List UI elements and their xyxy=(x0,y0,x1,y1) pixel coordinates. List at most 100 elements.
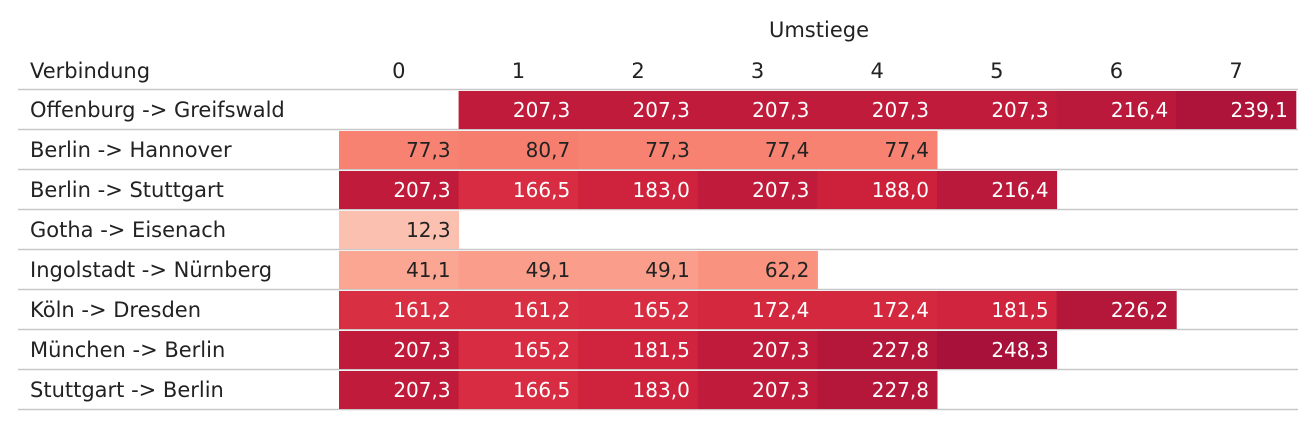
cell-value-label: 80,7 xyxy=(526,138,571,162)
cell-value-label: 207,3 xyxy=(872,98,929,122)
cell-value-label: 227,8 xyxy=(872,378,929,402)
cell-value-label: 62,2 xyxy=(765,258,810,282)
cell-value-label: 226,2 xyxy=(1111,298,1168,322)
heatmap-cell xyxy=(339,331,460,369)
cell-value-label: 207,3 xyxy=(752,378,809,402)
heatmap-cell xyxy=(578,251,699,289)
column-header-6: 6 xyxy=(1110,59,1123,83)
cell-value-label: 165,2 xyxy=(633,298,690,322)
cell-value-label: 181,5 xyxy=(633,338,690,362)
cell-value-label: 49,1 xyxy=(645,258,690,282)
cell-value-label: 41,1 xyxy=(406,258,451,282)
heatmap-cell xyxy=(578,171,699,209)
cell-value-label: 239,1 xyxy=(1231,98,1288,122)
cell-value-label: 166,5 xyxy=(513,178,570,202)
column-header-3: 3 xyxy=(751,59,764,83)
cell-value-label: 207,3 xyxy=(752,338,809,362)
heatmap-cell xyxy=(458,291,579,329)
heatmap-cell xyxy=(458,371,579,409)
row-label: Offenburg -> Greifswald xyxy=(30,98,285,122)
row-label: Ingolstadt -> Nürnberg xyxy=(30,258,272,282)
row-label: Berlin -> Hannover xyxy=(30,138,232,162)
cell-value-label: 172,4 xyxy=(752,298,809,322)
heatmap-cell xyxy=(697,291,818,329)
cell-value-label: 77,3 xyxy=(406,138,451,162)
row-header-title: Verbindung xyxy=(30,59,150,83)
row-label: Berlin -> Stuttgart xyxy=(30,178,224,202)
heatmap-cell xyxy=(937,171,1058,209)
cell-value-label: 161,2 xyxy=(513,298,570,322)
column-header-2: 2 xyxy=(631,59,644,83)
cell-value-label: 227,8 xyxy=(872,338,929,362)
cell-value-label: 161,2 xyxy=(393,298,450,322)
heatmap-cell xyxy=(1056,91,1177,129)
cell-value-label: 77,3 xyxy=(645,138,690,162)
cell-value-label: 49,1 xyxy=(526,258,571,282)
cell-value-label: 207,3 xyxy=(752,178,809,202)
heatmap-cell xyxy=(697,251,818,289)
column-header-0: 0 xyxy=(392,59,405,83)
cell-value-label: 12,3 xyxy=(406,218,451,242)
row-label: Stuttgart -> Berlin xyxy=(30,378,224,402)
heatmap-cell xyxy=(578,131,699,169)
heatmap-cells: 207,3 207,3 207,3 207,3 207,3 216,4 239,1 77,3 8… xyxy=(339,91,1297,409)
column-group-title: Umstiege xyxy=(769,18,869,42)
row-label: Köln -> Dresden xyxy=(30,298,201,322)
cell-value-label: 166,5 xyxy=(513,378,570,402)
heatmap-cell xyxy=(817,291,938,329)
row-labels: Offenburg -> Greifswald Berlin -> Hannove… xyxy=(30,98,285,402)
cell-value-label: 248,3 xyxy=(991,338,1048,362)
column-header-4: 4 xyxy=(871,59,884,83)
cell-value-label: 77,4 xyxy=(765,138,810,162)
heatmap-cell xyxy=(1056,291,1177,329)
grid-lines xyxy=(18,88,1298,411)
heatmap-cell xyxy=(458,171,579,209)
heatmap-cell xyxy=(937,331,1058,369)
cell-value-label: 77,4 xyxy=(884,138,929,162)
column-header-1: 1 xyxy=(512,59,525,83)
heatmap-cell xyxy=(697,171,818,209)
cell-value-label: 172,4 xyxy=(872,298,929,322)
cell-value-label: 181,5 xyxy=(991,298,1048,322)
cell-value-label: 216,4 xyxy=(991,178,1048,202)
heatmap-cell xyxy=(817,371,938,409)
heatmap-cell xyxy=(697,91,818,129)
heatmap-cell xyxy=(339,131,460,169)
heatmap-cell xyxy=(817,171,938,209)
cell-value-label: 165,2 xyxy=(513,338,570,362)
cell-value-label: 216,4 xyxy=(1111,98,1168,122)
heatmap-cell xyxy=(578,91,699,129)
column-header-7: 7 xyxy=(1229,59,1242,83)
heatmap-cell xyxy=(578,291,699,329)
heatmap-cell xyxy=(578,331,699,369)
heatmap-cell xyxy=(937,91,1058,129)
column-header-5: 5 xyxy=(990,59,1003,83)
heatmap-cell xyxy=(339,291,460,329)
heatmap-cell xyxy=(817,331,938,369)
cell-value-label: 207,3 xyxy=(393,338,450,362)
heatmap-cell xyxy=(1176,91,1297,129)
heatmap-cell xyxy=(458,91,579,129)
heatmap-cell xyxy=(697,131,818,169)
cell-value-label: 207,3 xyxy=(393,178,450,202)
heatmap-cell xyxy=(697,371,818,409)
cell-value-label: 183,0 xyxy=(633,378,690,402)
heatmap-cell xyxy=(339,251,460,289)
cell-value-label: 207,3 xyxy=(393,378,450,402)
heatmap-cell xyxy=(817,131,938,169)
row-label: München -> Berlin xyxy=(30,338,225,362)
heatmap-cell xyxy=(578,371,699,409)
row-label: Gotha -> Eisenach xyxy=(30,218,226,242)
heatmap-cell xyxy=(458,251,579,289)
heatmap-cell xyxy=(817,91,938,129)
heatmap-cell xyxy=(458,331,579,369)
cell-value-label: 207,3 xyxy=(991,98,1048,122)
column-headers: 0 1 2 3 4 5 6 7 xyxy=(392,59,1243,83)
cell-value-label: 188,0 xyxy=(872,178,929,202)
cell-value-label: 183,0 xyxy=(633,178,690,202)
cell-value-label: 207,3 xyxy=(752,98,809,122)
heatmap-cell xyxy=(339,371,460,409)
heatmap-cell xyxy=(339,211,460,249)
cell-value-label: 207,3 xyxy=(513,98,570,122)
